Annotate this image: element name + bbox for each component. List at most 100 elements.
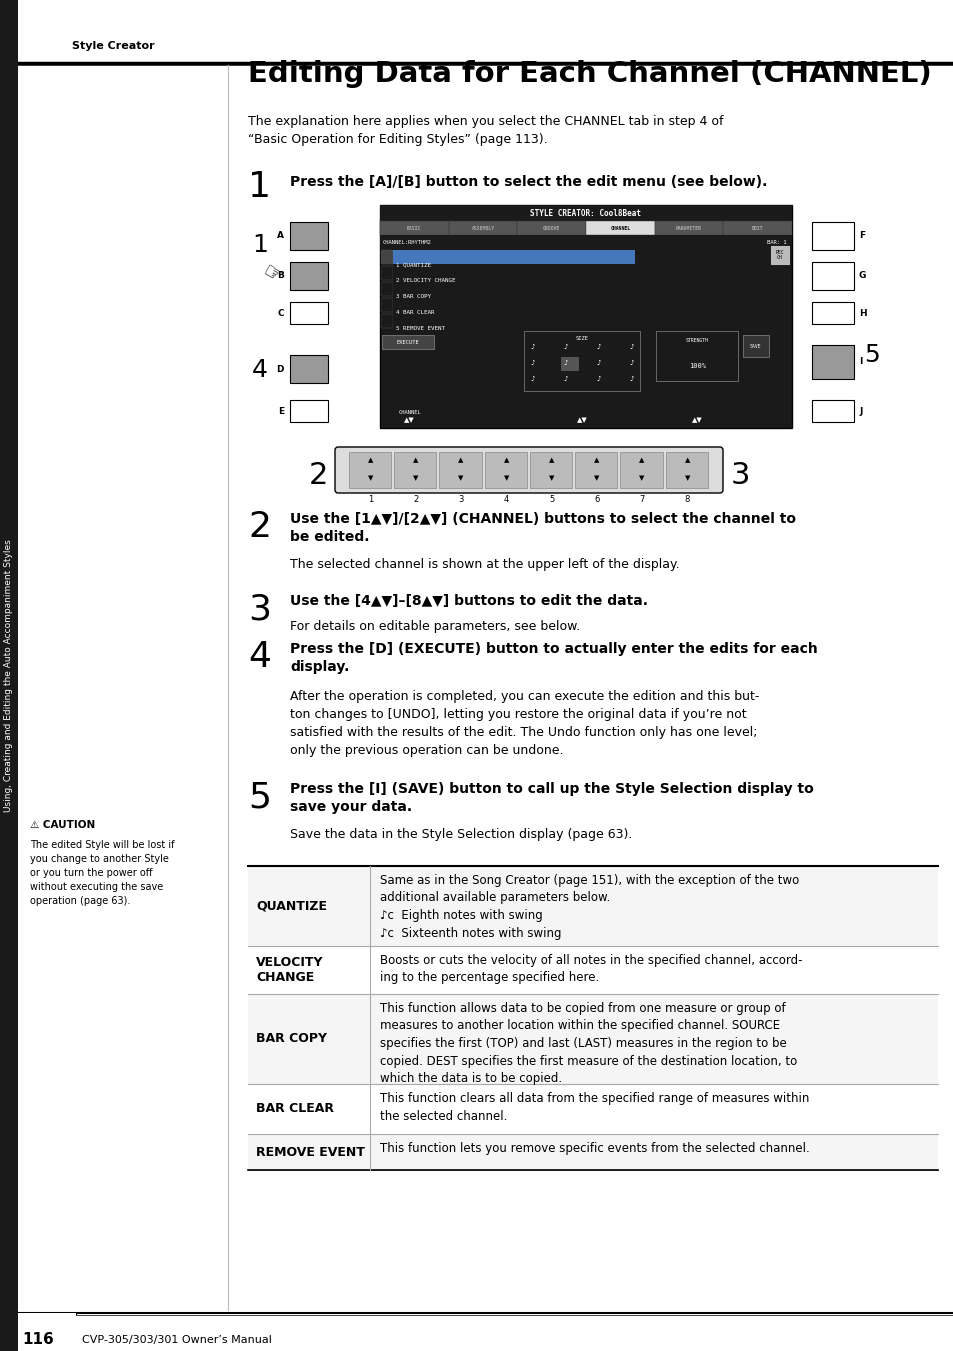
Text: ▲: ▲	[413, 457, 418, 463]
Text: 5: 5	[548, 496, 554, 504]
Text: ⚠ CAUTION: ⚠ CAUTION	[30, 820, 95, 830]
Text: CHANNEL: CHANNEL	[398, 409, 421, 415]
Bar	[290, 303, 328, 324]
Text: ▲: ▲	[458, 457, 463, 463]
Text: 1: 1	[252, 232, 268, 257]
Text: 8: 8	[684, 496, 689, 504]
Text: REC
CH: REC CH	[775, 250, 783, 261]
Text: ♪: ♪	[530, 345, 534, 350]
Text: H: H	[858, 308, 865, 317]
Text: EDIT: EDIT	[751, 226, 762, 231]
Text: CVP-305/303/301 Owner’s Manual: CVP-305/303/301 Owner’s Manual	[82, 1335, 272, 1346]
Text: 116: 116	[22, 1332, 53, 1347]
Text: BAR: 1: BAR: 1	[766, 239, 785, 245]
Text: ♪: ♪	[596, 376, 600, 382]
Text: ▲: ▲	[368, 457, 373, 463]
Text: CHANNEL: CHANNEL	[610, 226, 630, 231]
Text: 1: 1	[368, 496, 373, 504]
Text: ▲▼: ▲▼	[404, 417, 415, 423]
Text: Style Creator: Style Creator	[71, 41, 154, 51]
Bar	[656, 331, 738, 381]
Text: 4: 4	[503, 496, 509, 504]
Text: CHANNEL:RHYTHM2: CHANNEL:RHYTHM2	[382, 239, 432, 245]
Text: Editing Data for Each Channel (CHANNEL): Editing Data for Each Channel (CHANNEL)	[248, 59, 931, 88]
Bar	[379, 205, 791, 222]
Text: SAVE: SAVE	[749, 343, 760, 349]
Bar	[290, 222, 328, 250]
Text: Same as in the Song Creator (page 151), with the exception of the two
additional: Same as in the Song Creator (page 151), …	[379, 874, 799, 939]
Text: ▼: ▼	[639, 476, 644, 481]
Text: ▲: ▲	[639, 457, 644, 463]
Text: C: C	[277, 308, 284, 317]
Bar	[769, 245, 789, 265]
Bar	[722, 222, 791, 235]
Text: 3: 3	[729, 461, 749, 489]
Bar	[523, 331, 639, 390]
Text: After the operation is completed, you can execute the edition and this but-
ton : After the operation is completed, you ca…	[290, 690, 759, 757]
Bar	[530, 453, 572, 488]
Bar	[811, 262, 853, 290]
Text: ▼: ▼	[684, 476, 689, 481]
Bar	[379, 235, 791, 249]
Text: REMOVE EVENT: REMOVE EVENT	[255, 1146, 364, 1159]
Text: ▲▼: ▲▼	[691, 417, 701, 423]
Bar	[811, 303, 853, 324]
Bar	[248, 994, 937, 1084]
Bar	[290, 262, 328, 290]
Text: This function clears all data from the specified range of measures within
the se: This function clears all data from the s…	[379, 1092, 808, 1123]
Bar	[439, 453, 481, 488]
Text: 2: 2	[308, 461, 327, 489]
Text: 2 VELOCITY CHANGE: 2 VELOCITY CHANGE	[395, 278, 455, 284]
Bar	[380, 282, 393, 296]
Text: This function allows data to be copied from one measure or group of
measures to : This function allows data to be copied f…	[379, 1002, 797, 1085]
Text: 7: 7	[639, 496, 644, 504]
Bar	[654, 222, 722, 235]
Text: 3: 3	[248, 592, 271, 626]
Text: B: B	[276, 272, 284, 281]
Bar	[18, 1313, 76, 1351]
Text: SIZE: SIZE	[575, 336, 588, 342]
Text: ASSEMBLY: ASSEMBLY	[471, 226, 494, 231]
Text: Boosts or cuts the velocity of all notes in the specified channel, accord-
ing t: Boosts or cuts the velocity of all notes…	[379, 954, 801, 985]
Text: ▼: ▼	[368, 476, 373, 481]
Text: 2: 2	[413, 496, 418, 504]
Bar	[380, 266, 393, 280]
Text: ▲: ▲	[503, 457, 509, 463]
Text: ♪: ♪	[562, 345, 567, 350]
Text: 1: 1	[248, 170, 271, 204]
Text: 4: 4	[252, 358, 268, 382]
Bar	[290, 355, 328, 382]
Text: Use the [1▲▼]/[2▲▼] (CHANNEL) buttons to select the channel to
be edited.: Use the [1▲▼]/[2▲▼] (CHANNEL) buttons to…	[290, 512, 795, 544]
Bar	[248, 946, 937, 994]
Text: BAR COPY: BAR COPY	[255, 1032, 327, 1046]
Text: F: F	[858, 231, 864, 240]
Text: ♪: ♪	[530, 376, 534, 382]
Text: ♪: ♪	[629, 345, 633, 350]
Text: BAR CLEAR: BAR CLEAR	[255, 1102, 334, 1116]
Text: 6: 6	[594, 496, 598, 504]
Text: D: D	[276, 365, 284, 373]
Text: PARAMETER: PARAMETER	[676, 226, 701, 231]
Text: ♪: ♪	[596, 345, 600, 350]
Text: Using, Creating and Editing the Auto Accompaniment Styles: Using, Creating and Editing the Auto Acc…	[5, 539, 13, 812]
Bar	[517, 222, 585, 235]
Text: EXECUTE: EXECUTE	[396, 339, 419, 345]
Text: This function lets you remove specific events from the selected channel.: This function lets you remove specific e…	[379, 1142, 809, 1155]
Text: ▼: ▼	[458, 476, 463, 481]
Text: A: A	[276, 231, 284, 240]
Bar	[393, 313, 635, 328]
Text: J: J	[858, 407, 862, 416]
Bar	[811, 345, 853, 380]
Bar	[393, 250, 635, 263]
Text: ▼: ▼	[594, 476, 598, 481]
Text: The selected channel is shown at the upper left of the display.: The selected channel is shown at the upp…	[290, 558, 679, 571]
Text: Use the [4▲▼]–[8▲▼] buttons to edit the data.: Use the [4▲▼]–[8▲▼] buttons to edit the …	[290, 594, 647, 608]
Text: BASIC: BASIC	[407, 226, 421, 231]
Text: ♪: ♪	[562, 359, 567, 366]
Text: ▲: ▲	[684, 457, 689, 463]
Bar	[526, 413, 637, 426]
Bar	[379, 205, 791, 428]
Text: ▼: ▼	[548, 476, 554, 481]
Bar	[484, 453, 526, 488]
Bar	[619, 453, 662, 488]
